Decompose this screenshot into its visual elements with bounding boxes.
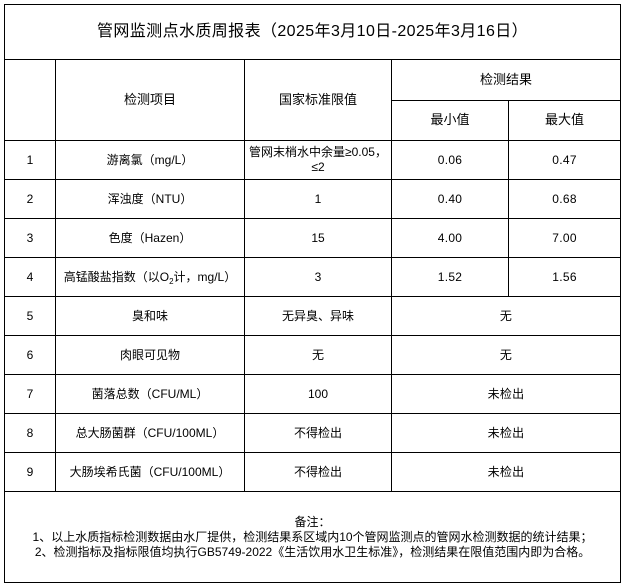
row-item: 游离氯（mg/L）: [55, 140, 245, 180]
table-row: 5 臭和味 无异臭、异味 无: [4, 296, 622, 336]
notes-section: 备注： 1、以上水质指标检测数据由水厂提供，检测结果系区域内10个管网监测点的管…: [3, 491, 622, 583]
row-max-value: 7.00: [507, 218, 622, 258]
row-min-value: 4.00: [391, 218, 509, 258]
row-item-text: 臭和味: [131, 308, 168, 323]
notes-line-1: 1、以上水质指标检测数据由水厂提供，检测结果系区域内10个管网监测点的管网水检测…: [32, 529, 593, 544]
row-item-text: 浑浊度（NTU）: [107, 191, 193, 206]
table-row: 3 色度（Hazen） 15 4.00 7.00: [4, 218, 622, 258]
header-item: 检测项目: [55, 59, 245, 141]
table-body: 管网监测点水质周报表（2025年3月10日-2025年3月16日） 检测项目 国…: [3, 4, 622, 583]
table-row: 8 总大肠菌群（CFU/100ML） 不得检出 未检出: [4, 413, 622, 453]
row-limit: 管网末梢水中余量≥0.05，≤2: [244, 140, 392, 180]
notes-line-2: 2、检测指标及指标限值均执行GB5749-2022《生活饮用水卫生标准》，检测结…: [34, 544, 591, 559]
row-item-text: 菌落总数（CFU/ML）: [91, 386, 209, 401]
row-limit: 不得检出: [244, 452, 392, 492]
row-index: 1: [4, 140, 56, 180]
row-item: 总大肠菌群（CFU/100ML）: [55, 413, 245, 453]
row-result-merged: 无: [390, 296, 622, 336]
row-result-merged: 未检出: [390, 452, 622, 492]
row-item-subscript: 2: [169, 276, 174, 286]
row-item: 大肠埃希氏菌（CFU/100ML）: [55, 452, 245, 492]
row-index: 5: [4, 296, 56, 336]
header-row-primary: 检测项目 国家标准限值 检测结果: [4, 59, 622, 141]
row-limit: 100: [244, 374, 392, 414]
row-max-value: 0.47: [507, 140, 622, 180]
row-item-text: 游离氯（mg/L）: [106, 152, 194, 167]
table-row: 4 高锰酸盐指数（以O2计，mg/L） 3 1.52 1.56: [4, 257, 622, 297]
table-row: 9 大肠埃希氏菌（CFU/100ML） 不得检出 未检出: [4, 452, 622, 492]
title-row: 管网监测点水质周报表（2025年3月10日-2025年3月16日）: [3, 4, 622, 60]
row-limit: 不得检出: [244, 413, 392, 453]
row-item: 肉眼可见物: [55, 335, 245, 375]
row-index: 9: [4, 452, 56, 492]
row-item: 色度（Hazen）: [55, 218, 245, 258]
row-item-text-suffix: 计，mg/L）: [173, 269, 237, 284]
table-row: 6 肉眼可见物 无 无: [4, 335, 622, 375]
report-title: 管网监测点水质周报表（2025年3月10日-2025年3月16日）: [3, 4, 622, 60]
row-item: 高锰酸盐指数（以O2计，mg/L）: [55, 257, 245, 297]
row-index: 8: [4, 413, 56, 453]
row-max-value: 1.56: [507, 257, 622, 297]
row-result-merged: 无: [390, 335, 622, 375]
row-index: 2: [4, 179, 56, 219]
report-page: 管网监测点水质周报表（2025年3月10日-2025年3月16日） 检测项目 国…: [3, 4, 622, 583]
row-min-value: 1.52: [391, 257, 509, 297]
row-item: 臭和味: [55, 296, 245, 336]
row-index: 7: [4, 374, 56, 414]
row-index: 3: [4, 218, 56, 258]
row-item-text: 色度（Hazen）: [108, 230, 192, 245]
row-item-text: 高锰酸盐指数（以O: [63, 269, 170, 284]
row-limit: 1: [244, 179, 392, 219]
header-min: 最小值: [391, 100, 509, 141]
header-row-secondary: 最小值 最大值: [5, 100, 622, 141]
row-item-text: 总大肠菌群（CFU/100ML）: [75, 425, 225, 440]
water-quality-report-table: 管网监测点水质周报表（2025年3月10日-2025年3月16日） 检测项目 国…: [3, 4, 622, 583]
table-row: 1 游离氯（mg/L） 管网末梢水中余量≥0.05，≤2 0.06 0.47: [4, 140, 622, 180]
header-max: 最大值: [507, 100, 622, 141]
row-limit: 3: [244, 257, 392, 297]
header-index: [4, 59, 56, 141]
header-limit: 国家标准限值: [244, 59, 392, 141]
row-index: 6: [4, 335, 56, 375]
header-result: 检测结果: [390, 59, 622, 101]
notes-row: 备注： 1、以上水质指标检测数据由水厂提供，检测结果系区域内10个管网监测点的管…: [3, 491, 622, 583]
row-limit: 无: [244, 335, 392, 375]
row-min-value: 0.06: [391, 140, 509, 180]
table-row: 7 菌落总数（CFU/ML） 100 未检出: [4, 374, 622, 414]
row-max-value: 0.68: [507, 179, 622, 219]
row-item-text: 大肠埃希氏菌（CFU/100ML）: [69, 464, 231, 479]
row-min-value: 0.40: [391, 179, 509, 219]
row-item: 菌落总数（CFU/ML）: [55, 374, 245, 414]
row-result-merged: 未检出: [390, 374, 622, 414]
notes-label: 备注：: [294, 514, 331, 529]
row-item-text: 肉眼可见物: [119, 347, 180, 362]
row-item: 浑浊度（NTU）: [55, 179, 245, 219]
row-limit: 15: [244, 218, 392, 258]
row-result-merged: 未检出: [390, 413, 622, 453]
table-row: 2 浑浊度（NTU） 1 0.40 0.68: [4, 179, 622, 219]
row-index: 4: [4, 257, 56, 297]
row-limit: 无异臭、异味: [244, 296, 392, 336]
